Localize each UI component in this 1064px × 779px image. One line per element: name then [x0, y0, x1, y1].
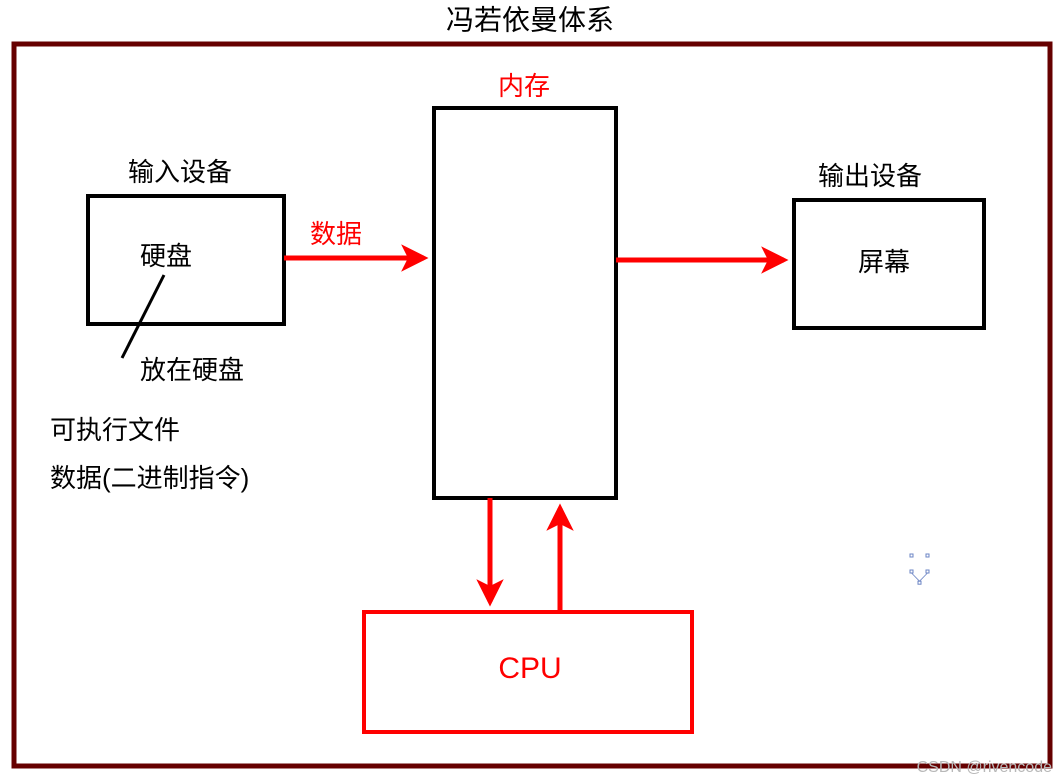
- node-label-cpu_box: CPU: [498, 652, 561, 685]
- annotation-note_disk: 放在硬盘: [140, 355, 244, 385]
- node-label-memory_box: 内存: [498, 71, 550, 101]
- node-label-input_device: 输入设备: [128, 157, 232, 187]
- watermark: CSDN @rivencode: [917, 759, 1053, 776]
- edge-label-disk_to_mem: 数据: [310, 219, 362, 249]
- node-label-disk_box: 硬盘: [140, 241, 192, 271]
- annotation-note_exec: 可执行文件: [50, 415, 180, 445]
- diagram-title: 冯若依曼体系: [446, 4, 614, 35]
- annotation-note_data: 数据(二进制指令): [50, 463, 249, 493]
- node-label-output_device: 输出设备: [818, 161, 922, 191]
- node-label-screen_box: 屏幕: [858, 247, 910, 277]
